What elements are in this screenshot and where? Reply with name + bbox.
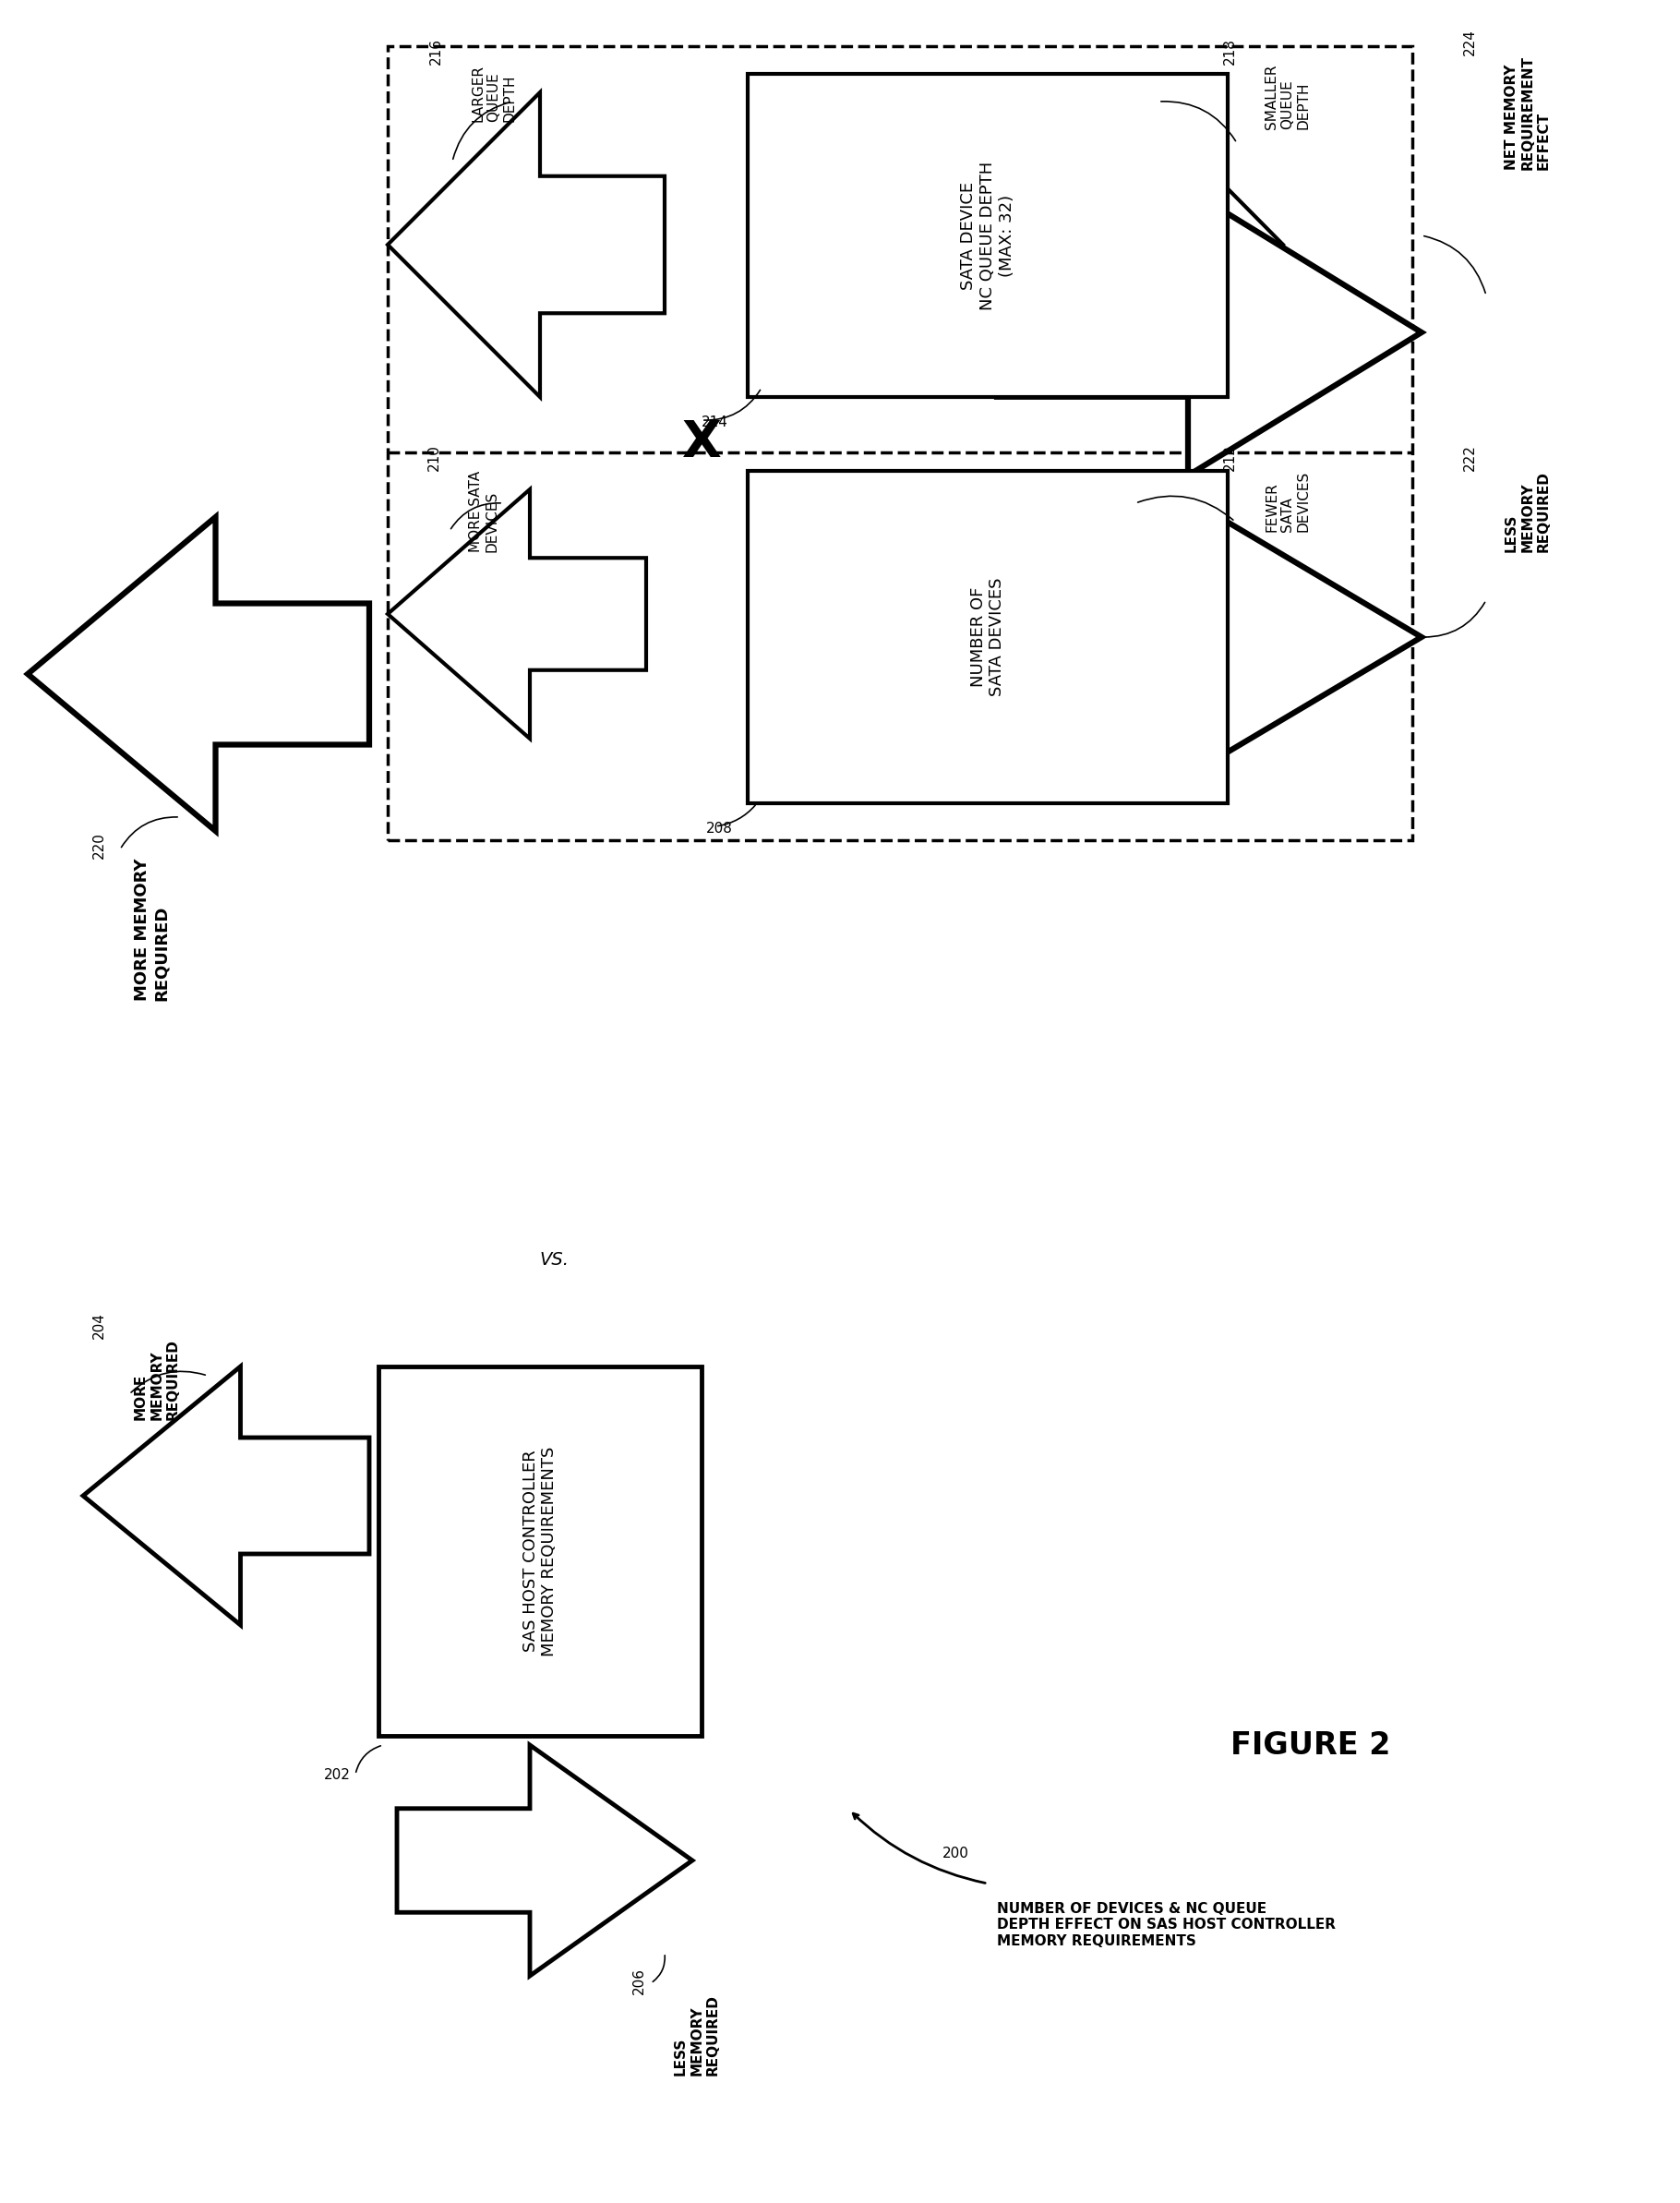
Text: MORE MEMORY
REQUIRED: MORE MEMORY REQUIRED (134, 859, 170, 1002)
Polygon shape (388, 489, 647, 738)
Polygon shape (388, 93, 665, 397)
Text: NUMBER OF DEVICES & NC QUEUE
DEPTH EFFECT ON SAS HOST CONTROLLER
MEMORY REQUIREM: NUMBER OF DEVICES & NC QUEUE DEPTH EFFEC… (996, 1901, 1336, 1947)
Text: SATA DEVICE
NC QUEUE DEPTH
(MAX: 32): SATA DEVICE NC QUEUE DEPTH (MAX: 32) (961, 161, 1015, 311)
Text: MORE SATA
DEVICES: MORE SATA DEVICES (469, 471, 499, 553)
Text: FIGURE 2: FIGURE 2 (1231, 1729, 1391, 1760)
Polygon shape (396, 1745, 692, 1976)
Polygon shape (27, 518, 370, 831)
Polygon shape (82, 1366, 370, 1626)
Text: X: X (682, 419, 721, 467)
Text: SMALLER
QUEUE
DEPTH: SMALLER QUEUE DEPTH (1265, 64, 1310, 130)
Text: 218: 218 (1223, 37, 1236, 64)
Text: 212: 212 (1223, 445, 1236, 471)
Text: VS.: VS. (539, 1251, 568, 1269)
Text: 224: 224 (1463, 29, 1477, 55)
Polygon shape (1033, 489, 1284, 738)
Bar (378, 1366, 702, 1736)
Polygon shape (1033, 106, 1284, 383)
Text: 208: 208 (706, 822, 732, 835)
Polygon shape (996, 189, 1421, 476)
Text: 220: 220 (92, 833, 106, 859)
Text: LESS
MEMORY
REQUIRED: LESS MEMORY REQUIRED (1505, 471, 1551, 553)
Text: 202: 202 (324, 1769, 351, 1782)
Bar (388, 46, 1413, 839)
Text: 206: 206 (632, 1967, 647, 1994)
Text: MORE
MEMORY
REQUIRED: MORE MEMORY REQUIRED (134, 1339, 180, 1421)
Text: 214: 214 (702, 416, 727, 430)
Bar (748, 75, 1228, 397)
Text: SAS HOST CONTROLLER
MEMORY REQUIREMENTS: SAS HOST CONTROLLER MEMORY REQUIREMENTS (522, 1445, 558, 1657)
Text: LESS
MEMORY
REQUIRED: LESS MEMORY REQUIRED (674, 1994, 719, 2075)
Text: LARGER
QUEUE
DEPTH: LARGER QUEUE DEPTH (470, 64, 517, 121)
Text: FEWER
SATA
DEVICES: FEWER SATA DEVICES (1265, 471, 1310, 533)
Text: 210: 210 (427, 445, 442, 471)
Text: 200: 200 (942, 1846, 969, 1862)
Text: NET MEMORY
REQUIREMENT
EFFECT: NET MEMORY REQUIREMENT EFFECT (1505, 55, 1551, 170)
Bar (748, 471, 1228, 804)
Text: NUMBER OF
SATA DEVICES: NUMBER OF SATA DEVICES (969, 577, 1006, 696)
Text: 204: 204 (92, 1313, 106, 1339)
Text: 222: 222 (1463, 445, 1477, 471)
Text: 216: 216 (428, 37, 444, 64)
Polygon shape (996, 498, 1421, 775)
